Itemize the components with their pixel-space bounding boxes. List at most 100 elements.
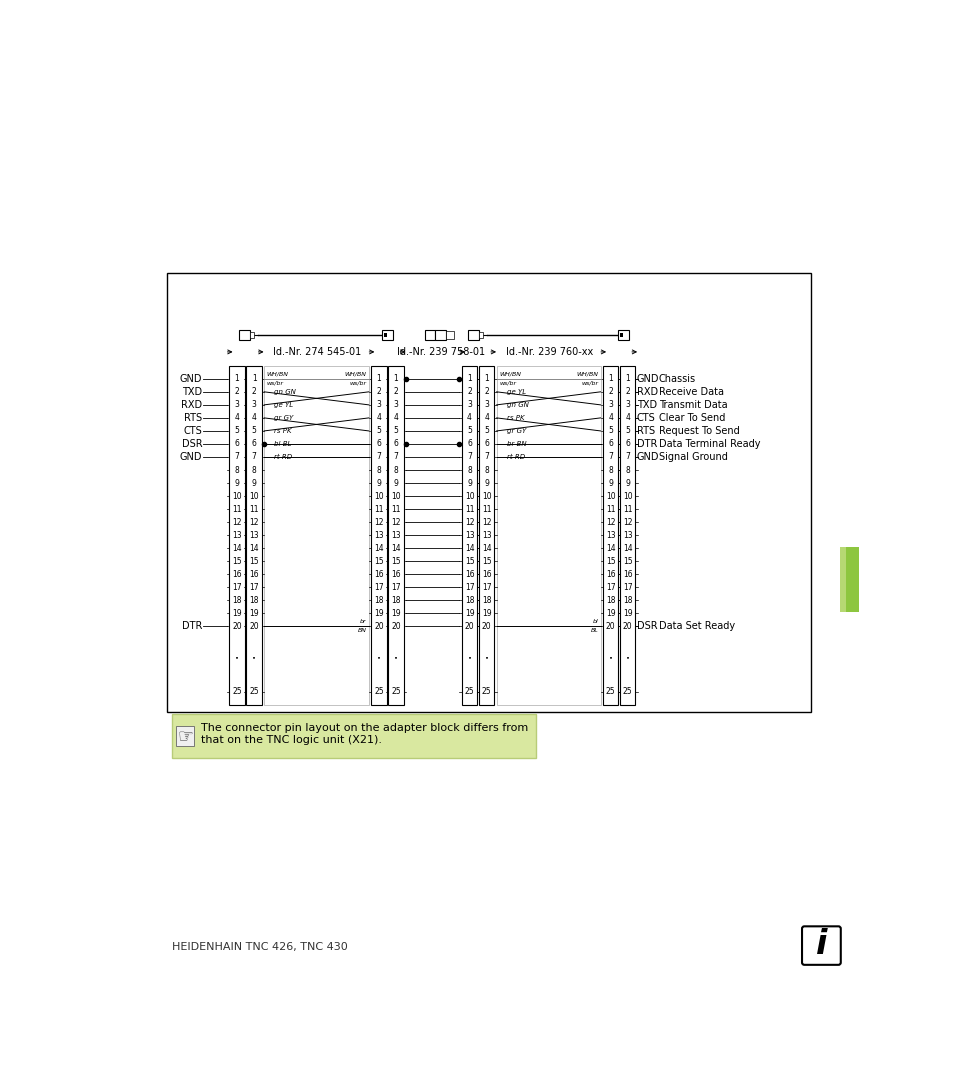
Text: 17: 17 xyxy=(622,583,632,591)
Text: 3: 3 xyxy=(252,400,256,409)
Text: 18: 18 xyxy=(622,596,632,604)
Text: 11: 11 xyxy=(481,505,491,514)
Text: 9: 9 xyxy=(607,479,613,488)
Text: rt RD: rt RD xyxy=(506,454,524,460)
Text: ·: · xyxy=(467,652,471,666)
Text: ws/br: ws/br xyxy=(498,381,516,385)
Text: 20: 20 xyxy=(622,622,632,631)
Text: 2: 2 xyxy=(252,387,256,396)
Text: 25: 25 xyxy=(374,687,383,696)
Text: 16: 16 xyxy=(605,570,615,578)
Text: 14: 14 xyxy=(249,543,258,553)
Text: 4: 4 xyxy=(376,413,381,422)
FancyBboxPatch shape xyxy=(618,329,629,340)
Text: 3: 3 xyxy=(467,400,472,409)
Text: 18: 18 xyxy=(391,596,400,604)
Text: 16: 16 xyxy=(391,570,400,578)
Text: ·: · xyxy=(234,654,239,667)
Text: 11: 11 xyxy=(622,505,632,514)
Text: 16: 16 xyxy=(232,570,242,578)
Text: ws/br: ws/br xyxy=(266,381,283,385)
Bar xyxy=(461,365,476,705)
Text: GND: GND xyxy=(179,452,202,461)
Text: Transmit Data: Transmit Data xyxy=(658,400,726,410)
FancyBboxPatch shape xyxy=(801,926,840,964)
Text: 4: 4 xyxy=(484,413,489,422)
Text: TXD: TXD xyxy=(637,400,657,410)
Bar xyxy=(383,333,386,337)
Text: 9: 9 xyxy=(484,479,489,488)
Text: 3: 3 xyxy=(393,400,398,409)
Text: 19: 19 xyxy=(249,609,258,618)
Text: ws/br: ws/br xyxy=(580,381,598,385)
Text: 7: 7 xyxy=(252,453,256,461)
Text: 4: 4 xyxy=(252,413,256,422)
Text: Chassis: Chassis xyxy=(658,374,695,384)
Text: 12: 12 xyxy=(481,517,491,527)
Text: 5: 5 xyxy=(484,427,489,435)
Text: 18: 18 xyxy=(374,596,383,604)
Bar xyxy=(840,547,858,612)
Text: 1: 1 xyxy=(394,374,398,383)
Text: 13: 13 xyxy=(622,530,632,540)
Text: Id.-Nr. 239 758-01: Id.-Nr. 239 758-01 xyxy=(396,347,484,357)
Text: ·: · xyxy=(625,651,629,664)
Text: 19: 19 xyxy=(481,609,491,618)
Text: 9: 9 xyxy=(393,479,398,488)
Text: RXD: RXD xyxy=(637,387,658,397)
Text: 1: 1 xyxy=(252,374,256,383)
Text: Id.-Nr. 274 545-01: Id.-Nr. 274 545-01 xyxy=(273,347,360,357)
Text: 15: 15 xyxy=(464,556,474,566)
Text: 19: 19 xyxy=(464,609,474,618)
Text: 18: 18 xyxy=(249,596,258,604)
Text: WH/BN: WH/BN xyxy=(498,372,520,376)
FancyBboxPatch shape xyxy=(175,727,194,746)
Text: i: i xyxy=(815,928,826,961)
Text: ·: · xyxy=(625,652,629,666)
Text: bl BL: bl BL xyxy=(274,441,292,447)
Text: 20: 20 xyxy=(481,622,491,631)
Text: 16: 16 xyxy=(622,570,632,578)
Text: 8: 8 xyxy=(234,466,239,475)
Text: 17: 17 xyxy=(249,583,258,591)
Text: 5: 5 xyxy=(393,427,398,435)
Text: 25: 25 xyxy=(622,687,632,696)
Text: 17: 17 xyxy=(464,583,474,591)
Text: ·: · xyxy=(376,652,380,666)
Text: DSR: DSR xyxy=(181,439,202,449)
Text: 16: 16 xyxy=(464,570,474,578)
Text: 2: 2 xyxy=(376,387,381,396)
Text: 7: 7 xyxy=(484,453,489,461)
Text: 20: 20 xyxy=(232,622,242,631)
Text: 8: 8 xyxy=(608,466,613,475)
Text: 16: 16 xyxy=(374,570,383,578)
Text: 3: 3 xyxy=(376,400,381,409)
Text: ws/br: ws/br xyxy=(349,381,366,385)
Text: Clear To Send: Clear To Send xyxy=(658,412,724,423)
Text: 13: 13 xyxy=(605,530,615,540)
Text: 4: 4 xyxy=(467,413,472,422)
Text: ·: · xyxy=(394,652,397,666)
Text: 6: 6 xyxy=(376,440,381,448)
Text: 16: 16 xyxy=(481,570,491,578)
Text: 10: 10 xyxy=(605,492,615,501)
Text: 2: 2 xyxy=(467,387,472,396)
Text: Receive Data: Receive Data xyxy=(658,387,723,397)
Text: CTS: CTS xyxy=(183,425,202,436)
Text: ge YL: ge YL xyxy=(506,388,525,395)
Text: ☞: ☞ xyxy=(177,727,193,745)
Text: br: br xyxy=(359,619,366,624)
Text: 15: 15 xyxy=(391,556,400,566)
Text: WH/BN: WH/BN xyxy=(344,372,366,376)
Text: 25: 25 xyxy=(391,687,400,696)
Text: 6: 6 xyxy=(624,440,629,448)
Text: GND: GND xyxy=(637,452,659,461)
Text: HEIDENHAIN TNC 426, TNC 430: HEIDENHAIN TNC 426, TNC 430 xyxy=(172,943,347,952)
Text: 5: 5 xyxy=(607,427,613,435)
Text: 12: 12 xyxy=(391,517,400,527)
Text: 1: 1 xyxy=(624,374,629,383)
Text: 13: 13 xyxy=(481,530,491,540)
Text: 11: 11 xyxy=(233,505,241,514)
Text: 18: 18 xyxy=(605,596,615,604)
Text: ·: · xyxy=(608,654,612,667)
